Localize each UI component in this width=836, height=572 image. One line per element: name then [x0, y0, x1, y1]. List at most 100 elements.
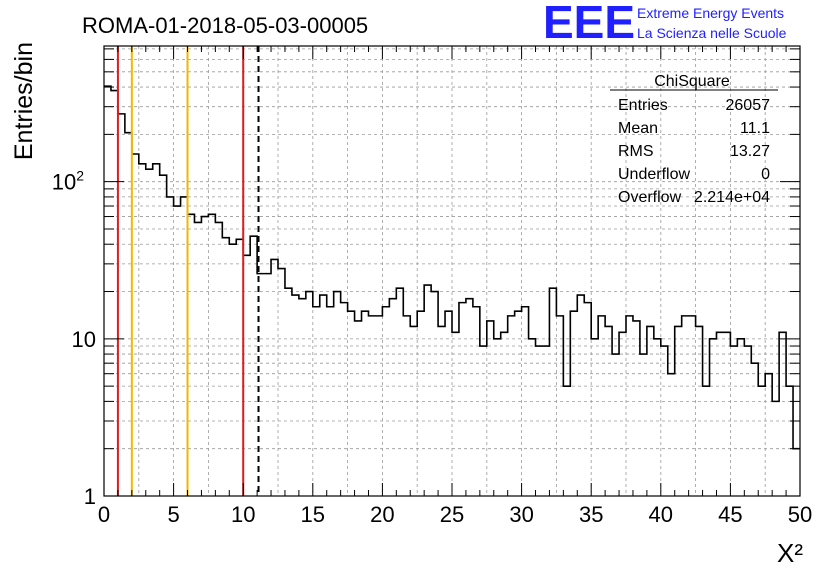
histogram-bin: [271, 259, 278, 496]
histogram-bin: [111, 91, 118, 496]
x-tick-label: 25: [440, 502, 464, 527]
histogram-bin: [389, 299, 396, 496]
histogram-bin: [696, 326, 703, 496]
histogram-bin: [167, 197, 174, 496]
histogram-bin: [751, 363, 758, 496]
x-tick-label: 20: [370, 502, 394, 527]
y-tick-label: 1: [84, 484, 96, 509]
histogram-bin: [654, 339, 661, 496]
histogram-bin: [570, 311, 577, 496]
x-tick-label: 0: [98, 502, 110, 527]
stats-label: Entries: [618, 97, 668, 114]
histogram-bin: [285, 288, 292, 496]
axis-ticks: 0 5 10 15 20 25 30 35 40 45 50 1 10 102: [52, 46, 812, 527]
histogram-bin: [689, 316, 696, 496]
histogram-bin: [299, 299, 306, 496]
histogram-bin: [612, 354, 619, 496]
histogram-marks: [104, 85, 800, 496]
histogram-bin: [382, 307, 389, 496]
histogram-bin: [549, 288, 556, 496]
stats-label: Mean: [618, 120, 658, 137]
histogram-bin: [744, 346, 751, 496]
histogram-bin: [619, 332, 626, 496]
x-tick-label: 30: [509, 502, 533, 527]
histogram-bin: [577, 295, 584, 496]
histogram-bin: [786, 386, 793, 496]
histogram-bin: [417, 311, 424, 496]
logo-line-2: La Scienza nelle Scuole: [637, 25, 787, 41]
histogram-bin: [480, 346, 487, 496]
histogram-bin: [522, 307, 529, 496]
histogram-bin: [640, 354, 647, 496]
histogram-bin: [452, 332, 459, 496]
histogram-bin: [710, 339, 717, 496]
histogram-bin: [215, 222, 222, 496]
stats-value: 26057: [726, 97, 771, 114]
histogram-bin: [668, 374, 675, 496]
histogram-bin: [466, 299, 473, 496]
histogram-bin: [334, 292, 341, 496]
histogram-bin: [779, 332, 786, 496]
histogram-bin: [494, 339, 501, 496]
histogram-bin: [598, 316, 605, 496]
y-tick-label: 102: [52, 168, 84, 195]
histogram-bin: [222, 238, 229, 496]
histogram-bin: [236, 239, 243, 496]
histogram-bin: [250, 236, 257, 496]
histogram-bin: [327, 307, 334, 496]
histogram-bin: [723, 332, 730, 496]
histogram-bin: [306, 292, 313, 496]
histogram-bin: [584, 303, 591, 496]
histogram-bin: [473, 307, 480, 496]
histogram-bin: [208, 214, 215, 496]
histogram-bin: [758, 386, 765, 496]
histogram-bin: [125, 133, 132, 496]
x-axis-label: X²: [777, 538, 803, 568]
histogram-bin: [362, 311, 369, 496]
histogram-bin: [355, 321, 362, 496]
histogram-bin: [529, 339, 536, 496]
x-tick-label: 10: [231, 502, 255, 527]
histogram-bin: [445, 311, 452, 496]
histogram-bin: [765, 374, 772, 496]
histogram-bin: [563, 386, 570, 496]
histogram-bin: [682, 316, 689, 496]
stats-label: Underflow: [618, 166, 690, 183]
histogram-outline: [104, 85, 800, 450]
x-tick-label: 5: [167, 502, 179, 527]
histogram-bin: [508, 316, 515, 496]
histogram-bin: [320, 295, 327, 496]
histogram-bin: [536, 346, 543, 496]
stats-value: 13.27: [730, 143, 770, 160]
histogram-bin: [348, 311, 355, 496]
histogram-bin: [174, 206, 181, 496]
vertical-lines: [116, 46, 260, 496]
histogram-bin: [605, 326, 612, 496]
stats-value: 11.1: [740, 120, 770, 137]
histogram-bin: [146, 169, 153, 496]
run-title: ROMA-01-2018-05-03-00005: [82, 13, 368, 38]
y-tick-label: 10: [72, 327, 96, 352]
eee-logo: EEE: [543, 0, 635, 48]
x-tick-label: 15: [301, 502, 325, 527]
stats-box: ChiSquare Entries 26057 Mean 11.1 RMS 13…: [610, 73, 778, 206]
histogram-bin: [194, 222, 201, 496]
histogram-bin: [675, 326, 682, 496]
stats-value: 2.214e+04: [694, 189, 770, 206]
histogram-bin: [487, 321, 494, 496]
x-tick-label: 40: [649, 502, 673, 527]
histogram-bin: [515, 311, 522, 496]
y-axis-label: Entries/bin: [10, 42, 38, 160]
histogram-bin: [292, 295, 299, 496]
histogram-bin: [153, 164, 160, 496]
histogram-bin: [229, 244, 236, 496]
histogram-bin: [633, 321, 640, 496]
stats-label: RMS: [618, 143, 654, 160]
histogram-bin: [403, 316, 410, 496]
histogram-bin: [139, 164, 146, 496]
histogram-bin: [181, 197, 188, 496]
x-tick-label: 45: [718, 502, 742, 527]
histogram-bin: [542, 346, 549, 496]
histogram-bin: [626, 316, 633, 496]
histogram-bin: [396, 288, 403, 496]
